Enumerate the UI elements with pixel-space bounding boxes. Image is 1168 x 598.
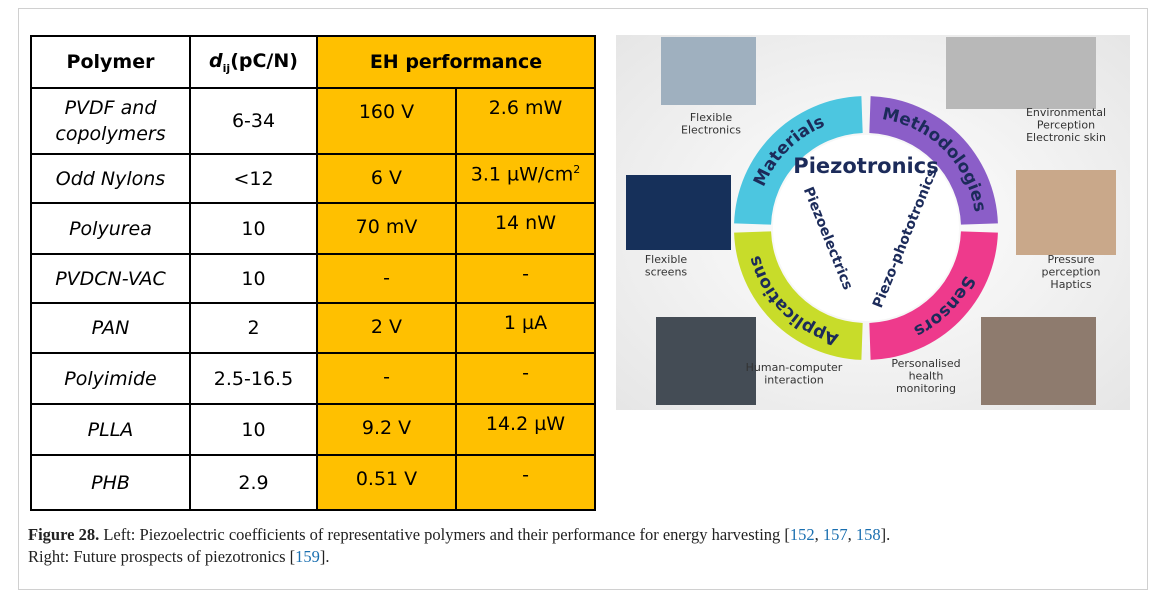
table-cell: PVDF and copolymers [30,87,191,155]
table-row: PVDCN-VAC 10- - [30,253,596,304]
photo-label: interaction [764,374,824,387]
table-row: PHB 2.9 0.51 V- [30,454,596,511]
table-cell: 3.1 µW/cm2 [455,153,596,204]
header-cell: EH performance [316,35,596,89]
table-cell: 10 [189,403,318,456]
table-cell: 6 V [316,153,457,204]
photo-label: Personalised [891,357,960,370]
citation[interactable]: 158 [855,525,881,544]
table-cell: 2 [189,302,318,354]
table-cell: - [455,352,596,405]
table-cell: 14 nW [455,202,596,255]
table-cell: 6-34 [189,87,318,155]
cell-text: 3.1 µW/cm [470,163,574,186]
table-cell: 10 [189,253,318,304]
figure-frame [18,8,1148,590]
table-cell: 2.9 [189,454,318,511]
figure-label: Figure 28. [28,525,100,544]
table-cell: - [316,352,457,405]
table-cell: 2.6 mW [455,87,596,155]
table-cell: - [455,454,596,511]
center-title: Piezotronics [793,154,938,178]
photo-label: Haptics [1050,278,1091,291]
table-cell: 14.2 µW [455,403,596,456]
symbol: d [209,49,223,72]
table-row: Odd Nylons <12 6 V 3.1 µW/cm2 [30,153,596,204]
polymer-table: Polymer dij(pC/N) EH performance PVDF an… [30,35,596,511]
photo-label: Pressure [1048,253,1095,266]
photo [656,317,756,405]
photo-label: screens [645,266,688,279]
table-cell: - [316,253,457,304]
table-cell: Polyimide [30,352,191,405]
citation[interactable]: 157 [822,525,848,544]
table-cell: 2 V [316,302,457,354]
table-cell: 1 µA [455,302,596,354]
ring-segment [734,96,863,225]
photo [661,37,756,105]
photo-label: health [909,370,944,383]
table-cell: PLLA [30,403,191,456]
photo [1016,170,1116,255]
photo-label: Perception [1037,119,1095,132]
table-cell: 0.51 V [316,454,457,511]
photo-label: Electronics [681,124,741,137]
piezotronics-diagram: Materials MethodologiesSensorsApplication… [616,35,1130,410]
table-cell: PHB [30,454,191,511]
table-cell: PVDCN-VAC [30,253,191,304]
caption-text: ]. [319,547,330,566]
table-cell: 160 V [316,87,457,155]
ring-segment [869,231,998,360]
header-cell: Polymer [30,35,191,89]
caption-text: , [814,525,823,544]
inner-disc [773,135,959,321]
photo-label: perception [1042,266,1101,279]
photo [946,37,1096,109]
table-row: Polyimide 2.5-16.5- - [30,352,596,405]
citation[interactable]: 159 [295,547,320,566]
photo-label: Flexible [645,253,688,266]
table-cell: 2.5-16.5 [189,352,318,405]
ring: Materials MethodologiesSensorsApplication… [734,96,998,360]
photo [626,175,731,250]
table-row: PVDF and copolymers 6-34 160 V 2.6 mW [30,87,596,155]
table-cell: 70 mV [316,202,457,255]
table-cell: Polyurea [30,202,191,255]
ring-segment [869,96,998,225]
table-row: Polyurea 10 70 mV 14 nW [30,202,596,255]
ring-segment [734,231,863,360]
header-cell: dij(pC/N) [189,35,318,89]
table-cell: 9.2 V [316,403,457,456]
table-cell: Odd Nylons [30,153,191,204]
caption-text: Right: Future prospects of piezotronics … [28,547,296,566]
header-row: Polymer dij(pC/N) EH performance [30,35,596,89]
caption-text: Left: Piezoelectric coefficients of repr… [99,525,790,544]
caption: Figure 28. Left: Piezoelectric coefficie… [28,524,1153,568]
photo-label: monitoring [896,382,956,395]
photo-label: Environmental [1026,106,1106,119]
citation[interactable]: 152 [789,525,815,544]
photo-label: Human-computer [746,361,843,374]
photo-label: Electronic skin [1026,131,1106,144]
photo [981,317,1096,405]
photo-label: Flexible [690,111,733,124]
subscript: ij [222,61,231,75]
caption-text: ]. [880,525,891,544]
table-cell: - [455,253,596,304]
table-cell: <12 [189,153,318,204]
unit: (pC/N) [230,49,298,72]
caption-text: , [847,525,856,544]
table-cell: PAN [30,302,191,354]
superscript: 2 [573,163,581,176]
table-row: PLLA 10 9.2 V 14.2 µW [30,403,596,456]
table-cell: 10 [189,202,318,255]
